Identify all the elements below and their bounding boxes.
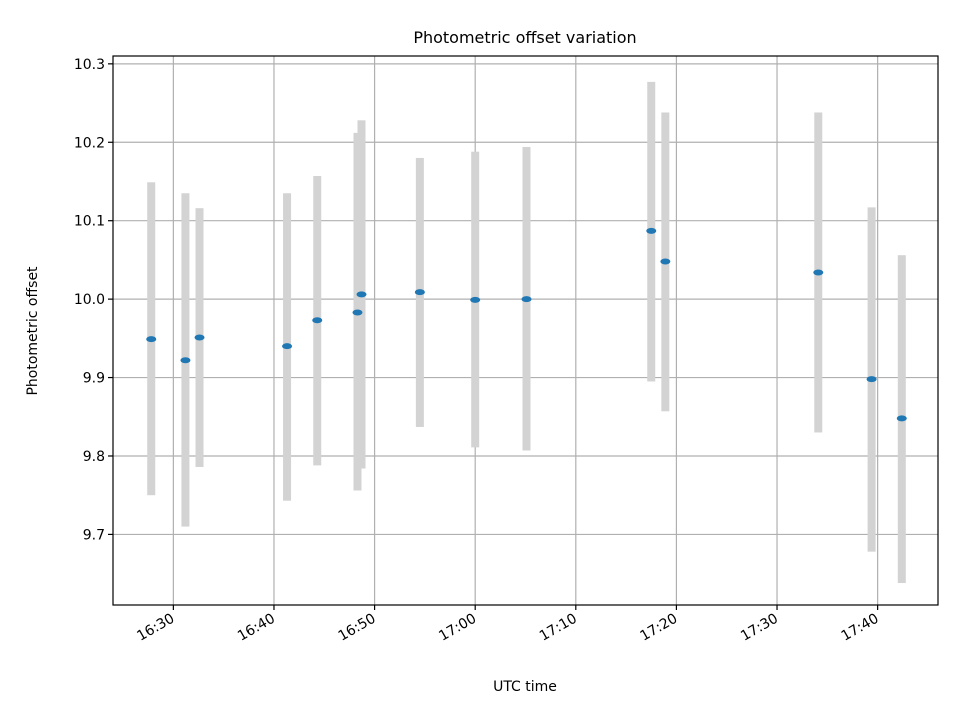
data-point bbox=[866, 376, 877, 383]
data-point bbox=[521, 296, 532, 303]
data-point bbox=[660, 258, 671, 265]
chart-title: Photometric offset variation bbox=[413, 28, 636, 47]
data-point bbox=[813, 269, 824, 276]
data-point bbox=[470, 296, 481, 303]
y-tick-label: 10.2 bbox=[74, 135, 105, 151]
data-point bbox=[414, 289, 425, 296]
data-point bbox=[180, 357, 191, 364]
data-points bbox=[146, 227, 907, 422]
y-axis-ticks: 9.7 9.8 9.9 10.0 10.1 10.2 10.3 bbox=[74, 57, 113, 543]
y-tick-label: 9.9 bbox=[83, 371, 105, 387]
data-point bbox=[352, 309, 363, 316]
data-point bbox=[282, 343, 293, 350]
plot-area-frame bbox=[112, 55, 939, 606]
data-point bbox=[646, 227, 657, 234]
y-tick-label: 10.0 bbox=[74, 292, 105, 308]
y-tick-label: 10.1 bbox=[74, 214, 105, 230]
data-point bbox=[896, 415, 907, 422]
y-tick-label: 9.7 bbox=[83, 527, 105, 543]
x-axis-label: UTC time bbox=[493, 679, 557, 695]
y-tick-label: 10.3 bbox=[74, 57, 105, 73]
data-point bbox=[194, 334, 205, 341]
y-tick-label: 9.8 bbox=[83, 449, 105, 465]
data-point bbox=[146, 336, 157, 343]
data-point bbox=[312, 317, 323, 324]
data-point bbox=[356, 291, 367, 298]
y-axis-label: Photometric offset bbox=[25, 266, 41, 396]
